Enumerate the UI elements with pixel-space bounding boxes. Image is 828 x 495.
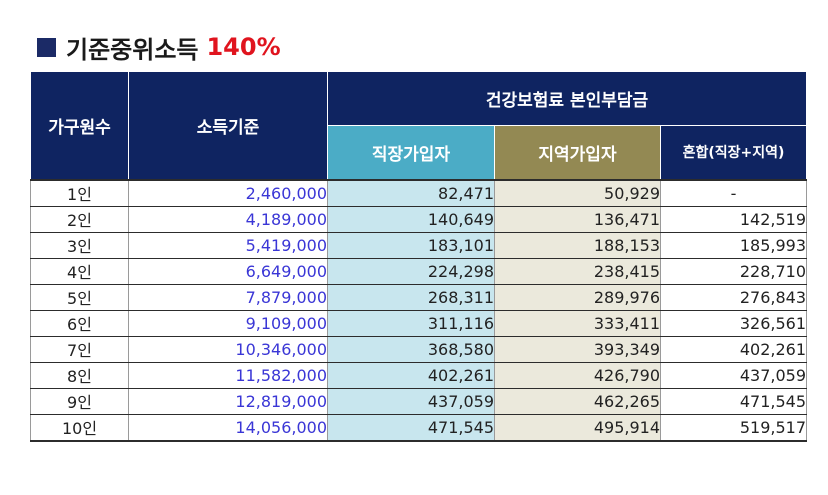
cell-employee: 402,261 — [327, 361, 495, 389]
header-income: 소득기준 — [128, 71, 328, 180]
title-accent: 140% — [206, 33, 281, 61]
cell-household: 8인 — [30, 361, 129, 389]
cell-employee: 368,580 — [327, 335, 495, 363]
cell-household: 6인 — [30, 309, 129, 337]
header-mixed: 혼합(직장+지역) — [659, 125, 808, 180]
premium-table: 가구원수 소득기준 건강보험료 본인부담금 직장가입자 지역가입자 혼합(직장+… — [30, 71, 808, 442]
table-row: 2인 4,189,000 140,649 136,471 142,519 — [30, 205, 808, 233]
cell-employee: 224,298 — [327, 257, 495, 285]
cell-household: 9인 — [30, 387, 129, 415]
cell-mixed: 185,993 — [659, 231, 808, 259]
table-row: 3인 5,419,000 183,101 188,153 185,993 — [30, 231, 808, 259]
cell-employee: 268,311 — [327, 283, 495, 311]
cell-household: 2인 — [30, 205, 129, 233]
header-local: 지역가입자 — [494, 125, 661, 180]
cell-income: 12,819,000 — [128, 387, 328, 415]
cell-household: 1인 — [30, 178, 129, 207]
cell-mixed: 437,059 — [659, 361, 808, 389]
table-row: 1인 2,460,000 82,471 50,929 - — [30, 178, 808, 207]
cell-employee: 140,649 — [327, 205, 495, 233]
cell-household: 5인 — [30, 283, 129, 311]
cell-household: 10인 — [30, 413, 129, 442]
cell-mixed: 142,519 — [659, 205, 808, 233]
table-row: 9인 12,819,000 437,059 462,265 471,545 — [30, 387, 808, 415]
cell-employee: 311,116 — [327, 309, 495, 337]
cell-employee: 82,471 — [327, 178, 495, 207]
cell-income: 4,189,000 — [128, 205, 328, 233]
cell-income: 9,109,000 — [128, 309, 328, 337]
table-row: 4인 6,649,000 224,298 238,415 228,710 — [30, 257, 808, 285]
cell-mixed: 228,710 — [659, 257, 808, 285]
table-row: 7인 10,346,000 368,580 393,349 402,261 — [30, 335, 808, 363]
cell-local: 393,349 — [494, 335, 661, 363]
cell-local: 495,914 — [494, 413, 661, 442]
title-main: 기준중위소득 — [66, 35, 199, 64]
table-row: 6인 9,109,000 311,116 333,411 326,561 — [30, 309, 808, 337]
cell-income: 7,879,000 — [128, 283, 328, 311]
cell-mixed: 402,261 — [659, 335, 808, 363]
cell-income: 5,419,000 — [128, 231, 328, 259]
cell-mixed: - — [659, 178, 808, 207]
cell-mixed: 471,545 — [659, 387, 808, 415]
cell-local: 333,411 — [494, 309, 661, 337]
cell-income: 10,346,000 — [128, 335, 328, 363]
cell-local: 50,929 — [494, 178, 661, 207]
cell-household: 7인 — [30, 335, 129, 363]
cell-local: 462,265 — [494, 387, 661, 415]
cell-income: 11,582,000 — [128, 361, 328, 389]
header-employee: 직장가입자 — [327, 125, 495, 180]
cell-mixed: 519,517 — [659, 413, 808, 442]
cell-income: 6,649,000 — [128, 257, 328, 285]
square-bullet-icon — [37, 37, 56, 57]
cell-local: 289,976 — [494, 283, 661, 311]
table-row: 8인 11,582,000 402,261 426,790 437,059 — [30, 361, 808, 389]
cell-income: 14,056,000 — [128, 413, 328, 442]
cell-employee: 183,101 — [327, 231, 495, 259]
cell-local: 238,415 — [494, 257, 661, 285]
page-title: 기준중위소득 140% — [37, 30, 281, 64]
cell-local: 188,153 — [494, 231, 661, 259]
cell-mixed: 276,843 — [659, 283, 808, 311]
cell-local: 426,790 — [494, 361, 661, 389]
cell-income: 2,460,000 — [128, 178, 328, 207]
cell-employee: 437,059 — [327, 387, 495, 415]
cell-employee: 471,545 — [327, 413, 495, 442]
cell-local: 136,471 — [494, 205, 661, 233]
header-household: 가구원수 — [30, 71, 129, 180]
table-row: 10인 14,056,000 471,545 495,914 519,517 — [30, 413, 808, 442]
cell-household: 3인 — [30, 231, 129, 259]
header-premium-group: 건강보험료 본인부담금 — [326, 71, 808, 126]
cell-household: 4인 — [30, 257, 129, 285]
cell-mixed: 326,561 — [659, 309, 808, 337]
table-row: 5인 7,879,000 268,311 289,976 276,843 — [30, 283, 808, 311]
